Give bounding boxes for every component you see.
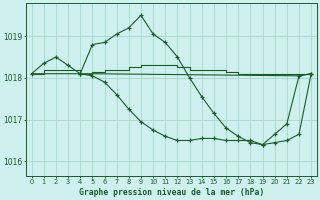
X-axis label: Graphe pression niveau de la mer (hPa): Graphe pression niveau de la mer (hPa)	[79, 188, 264, 197]
